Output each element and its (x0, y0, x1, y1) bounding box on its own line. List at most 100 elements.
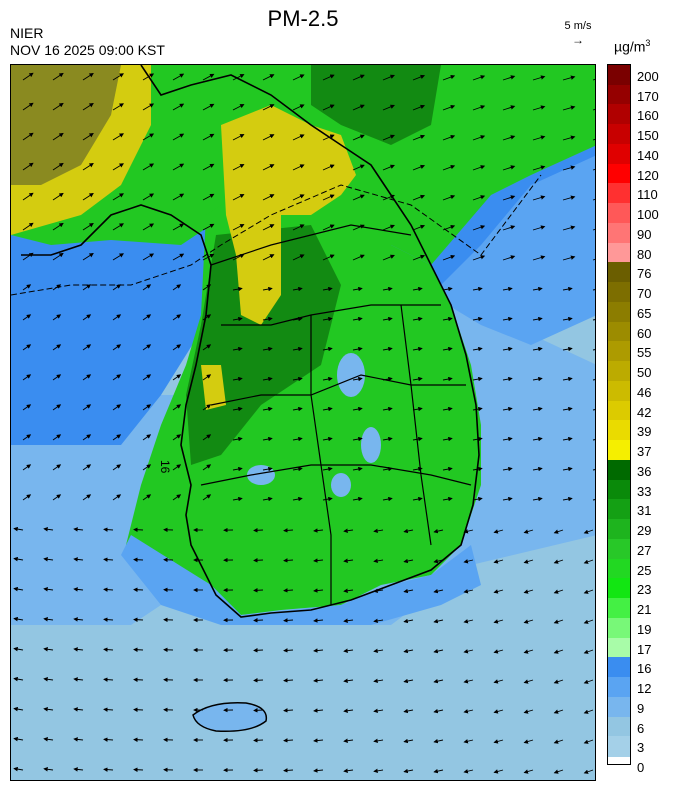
wind-arrow (142, 253, 155, 261)
wind-arrow (442, 406, 453, 412)
inland-light-pocket (331, 473, 351, 497)
inland-light-pocket (337, 353, 365, 397)
wind-arrow (112, 103, 124, 111)
wind-arrow (82, 73, 94, 81)
legend-label: 50 (637, 365, 652, 381)
wind-arrow (112, 133, 124, 141)
wind-arrow (13, 706, 24, 712)
wind-arrow (382, 134, 395, 141)
wind-arrow (253, 558, 264, 563)
wind-arrow (493, 649, 504, 654)
wind-arrow (553, 649, 564, 654)
wind-arrow (532, 255, 546, 261)
south-coast-band (121, 535, 481, 625)
wind-arrow (172, 434, 182, 441)
legend-swatch (608, 222, 630, 244)
wind-arrow (583, 559, 594, 564)
wind-arrow (52, 102, 64, 111)
wind-arrow (112, 193, 124, 201)
wind-arrow (262, 466, 273, 472)
legend-label: 17 (637, 641, 652, 657)
wind-arrow (472, 466, 483, 472)
wind-arrow (292, 316, 303, 322)
agency-label: NIER (10, 25, 44, 41)
wind-arrow (412, 346, 423, 352)
wind-arrow (403, 528, 414, 534)
wind-arrow (382, 194, 395, 201)
wind-arrow (313, 618, 324, 623)
wind-arrow (133, 767, 144, 772)
unit-exponent: 3 (645, 38, 651, 48)
wind-arrow (463, 709, 474, 714)
wind-arrow (502, 225, 516, 231)
wind-arrow (523, 769, 534, 774)
wind-arrow (73, 677, 84, 682)
wind-arrow (583, 769, 594, 774)
wind-arrow (73, 737, 84, 742)
wind-arrow (553, 529, 564, 534)
wind-arrow (283, 618, 294, 623)
wind-arrow (592, 198, 595, 201)
wind-arrow (292, 74, 305, 81)
wind-arrow (202, 404, 212, 411)
wind-arrow (403, 678, 414, 684)
wind-arrow (172, 494, 182, 501)
wind-arrow (523, 529, 534, 534)
wind-arrow (442, 466, 453, 472)
wind-arrow (232, 436, 243, 442)
wind-arrow (493, 529, 504, 534)
wind-arrow (82, 284, 92, 291)
wind-arrow (403, 648, 414, 654)
wind-arrow (133, 647, 144, 652)
wind-arrow (13, 766, 24, 772)
wind-arrow (343, 708, 354, 713)
wind-arrow (22, 494, 32, 501)
wind-arrow (103, 557, 114, 562)
legend-label: 80 (637, 246, 652, 262)
wind-arrow (52, 252, 64, 261)
wind-arrow (463, 529, 474, 534)
wind-arrow (562, 225, 576, 231)
wind-arrow (322, 496, 333, 502)
legend-swatch (608, 499, 630, 520)
wind-arrow (142, 464, 152, 471)
wind-arrow (403, 618, 414, 624)
legend-swatch (608, 400, 630, 422)
legend-label: 9 (637, 700, 645, 716)
wind-arrow (463, 649, 474, 654)
wind-arrow (313, 528, 324, 533)
wind-arrow (403, 738, 414, 744)
wind-arrow (463, 559, 474, 564)
wind-arrow (322, 436, 333, 442)
wind-arrow (343, 678, 354, 683)
wind-arrow (472, 165, 486, 171)
wind-arrow (262, 376, 273, 382)
wind-arrow (52, 404, 62, 411)
wind-arrow (313, 768, 324, 773)
wind-arrow (133, 617, 144, 622)
wind-arrow (493, 679, 504, 684)
wind-arrow (553, 589, 564, 594)
wind-arrow (532, 165, 546, 171)
wind-arrow (472, 255, 486, 261)
wind-arrow (352, 224, 365, 231)
inland-light-pocket (361, 427, 381, 463)
wind-arrow (592, 138, 595, 141)
wind-arrow (592, 258, 595, 261)
wind-arrow (43, 617, 54, 622)
wind-arrow (172, 253, 185, 261)
wind-arrow (412, 74, 426, 81)
wind-arrow (313, 648, 324, 653)
wind-arrow (403, 708, 414, 714)
wind-arrow (22, 162, 34, 171)
legend-label: 36 (637, 463, 652, 479)
wind-arrow (562, 286, 573, 292)
wind-arrow (352, 194, 365, 201)
wind-arrow (142, 223, 155, 231)
legend-swatch (608, 538, 630, 560)
wind-arrow (442, 254, 456, 261)
wind-arrow (532, 195, 546, 201)
wind-arrow (412, 134, 426, 141)
pm25-concentration-map: 16 (10, 64, 596, 781)
legend-label: 200 (637, 69, 659, 84)
